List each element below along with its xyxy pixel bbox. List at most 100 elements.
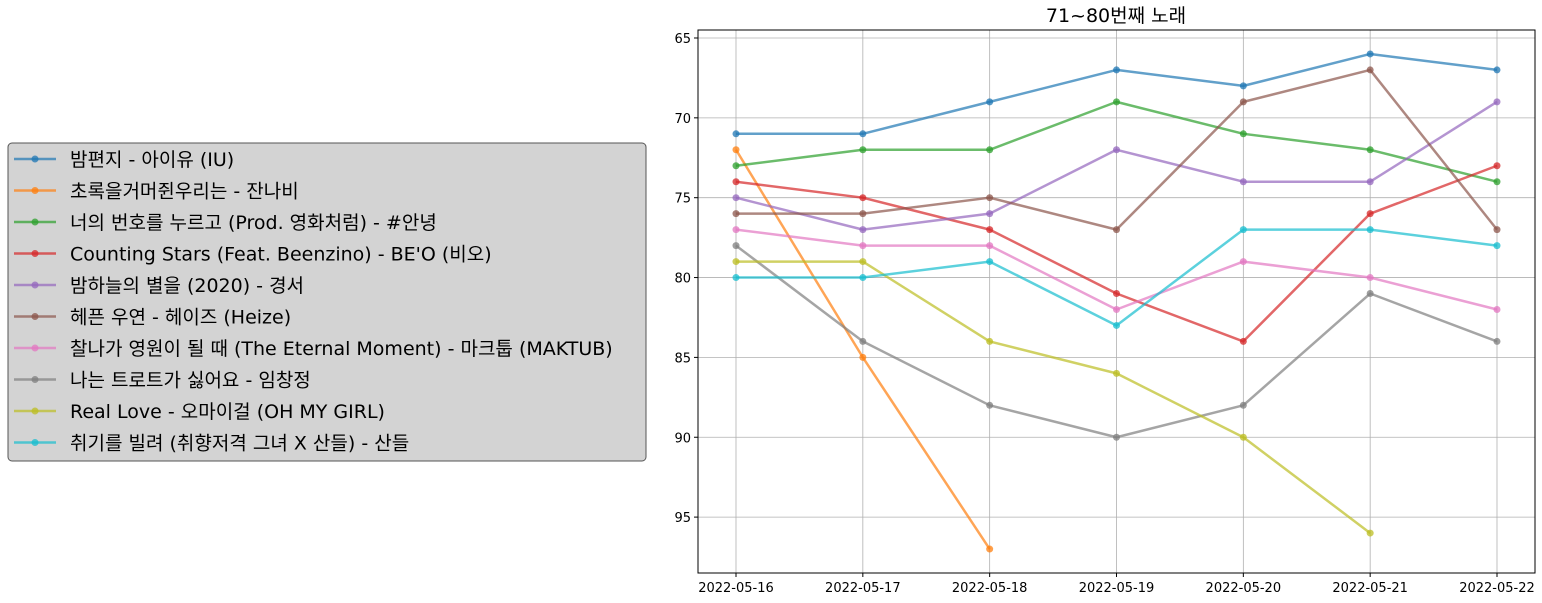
data-point <box>1493 98 1501 106</box>
data-point <box>1113 321 1120 329</box>
data-point <box>1239 82 1247 90</box>
series-1 <box>732 50 1501 138</box>
data-point <box>1113 98 1120 106</box>
legend-marker <box>31 187 39 194</box>
data-point <box>1493 178 1501 186</box>
legend-marker <box>31 439 39 446</box>
data-point <box>1366 529 1374 537</box>
data-point <box>986 146 994 154</box>
data-point <box>1366 178 1374 186</box>
data-point <box>1239 433 1247 441</box>
plot-area: 65 70 75 80 85 90 95 2022-05-16 2022-05-17 2022-… <box>674 5 1536 596</box>
legend-marker <box>31 344 39 352</box>
legend-marker <box>31 313 39 320</box>
series-6 <box>732 66 1501 234</box>
data-point <box>732 210 740 218</box>
legend-label: 취기를 빌려 (취향저격 그녀 X 산들) - 산들 <box>70 433 409 455</box>
data-point <box>1366 50 1374 58</box>
legend-label: 밤편지 - 아이유 (IU) <box>70 149 234 171</box>
legend-label: 밤하늘의 별을 (2020) - 경서 <box>70 275 304 297</box>
data-point <box>859 130 867 138</box>
data-point <box>732 130 740 138</box>
data-point <box>732 162 740 170</box>
data-point <box>859 337 867 345</box>
legend-entry: 밤하늘의 별을 (2020) - 경서 <box>14 275 304 297</box>
y-tick-label: 90 <box>674 431 691 446</box>
data-point <box>1113 290 1120 298</box>
data-point <box>732 274 740 282</box>
data-point <box>1366 210 1374 218</box>
legend-entry: Real Love - 오마이걸 (OH MY GIRL) <box>14 401 385 423</box>
data-point <box>859 242 867 250</box>
data-point <box>1366 66 1374 74</box>
data-point <box>986 98 994 106</box>
data-point <box>1366 290 1374 298</box>
y-tick-label: 80 <box>674 272 691 287</box>
legend-marker <box>31 407 39 415</box>
y-tick-label: 70 <box>674 112 691 127</box>
data-point <box>1113 305 1120 313</box>
data-point <box>1493 242 1501 250</box>
series-3 <box>732 98 1501 186</box>
x-tick-label: 2022-05-21 <box>1332 581 1408 596</box>
series-7 <box>732 226 1501 313</box>
data-point <box>859 210 867 218</box>
data-point <box>1493 337 1501 345</box>
data-point <box>1493 226 1501 234</box>
data-point <box>1239 226 1247 234</box>
legend-marker <box>31 376 39 383</box>
x-tick-label: 2022-05-22 <box>1459 581 1535 596</box>
y-tick-label: 95 <box>674 511 691 526</box>
data-point <box>1366 226 1374 234</box>
legend-entry: 너의 번호를 누르고 (Prod. 영화처럼) - #안녕 <box>14 212 437 234</box>
series-10 <box>732 226 1501 329</box>
data-point <box>986 194 994 202</box>
data-point <box>732 242 740 250</box>
series-4 <box>732 162 1501 345</box>
data-point <box>1366 146 1374 154</box>
data-point <box>732 146 740 154</box>
y-tick-label: 65 <box>674 32 691 47</box>
legend-entry: 취기를 빌려 (취향저격 그녀 X 산들) - 산들 <box>14 433 409 455</box>
series-5 <box>732 98 1501 234</box>
x-tick-label: 2022-05-19 <box>1079 581 1155 596</box>
data-point <box>859 194 867 202</box>
y-tick-label: 85 <box>674 351 691 366</box>
data-point <box>732 226 740 234</box>
legend-label: 찰나가 영원이 될 때 (The Eternal Moment) - 마크툽 (… <box>70 338 613 360</box>
data-point <box>1493 66 1501 74</box>
data-point <box>986 242 994 250</box>
data-point <box>859 146 867 154</box>
series-2 <box>732 146 994 553</box>
legend-label: 너의 번호를 누르고 (Prod. 영화처럼) - #안녕 <box>70 212 437 234</box>
data-point <box>859 226 867 234</box>
data-point <box>986 226 994 234</box>
series-8 <box>732 242 1501 441</box>
data-point <box>859 258 867 266</box>
data-point <box>1113 66 1120 74</box>
data-point <box>732 194 740 202</box>
legend-entry: 나는 트로트가 싫어요 - 임창정 <box>14 370 311 392</box>
x-tick-label: 2022-05-18 <box>952 581 1028 596</box>
data-point <box>1239 337 1247 345</box>
data-point <box>859 274 867 282</box>
legend-entry: 밤편지 - 아이유 (IU) <box>14 149 234 171</box>
legend-entry: 헤픈 우연 - 헤이즈 (Heize) <box>14 307 291 329</box>
legend-entry: 초록을거머쥔우리는 - 잔나비 <box>14 181 299 203</box>
data-point <box>986 337 994 345</box>
legend-label: Real Love - 오마이걸 (OH MY GIRL) <box>70 401 385 423</box>
data-point <box>859 353 867 361</box>
data-point <box>1239 258 1247 266</box>
series-line <box>736 260 1371 535</box>
legend-entry: 찰나가 영원이 될 때 (The Eternal Moment) - 마크툽 (… <box>14 338 613 360</box>
data-point <box>1366 274 1374 282</box>
data-point <box>1239 130 1247 138</box>
data-point <box>986 401 994 409</box>
legend-marker <box>31 218 39 226</box>
data-point <box>986 258 994 266</box>
data-point <box>1239 178 1247 186</box>
legend-entry: Counting Stars (Feat. Beenzino) - BE'O (… <box>14 244 492 266</box>
x-tick-label: 2022-05-20 <box>1206 581 1282 596</box>
data-point <box>1493 305 1501 313</box>
